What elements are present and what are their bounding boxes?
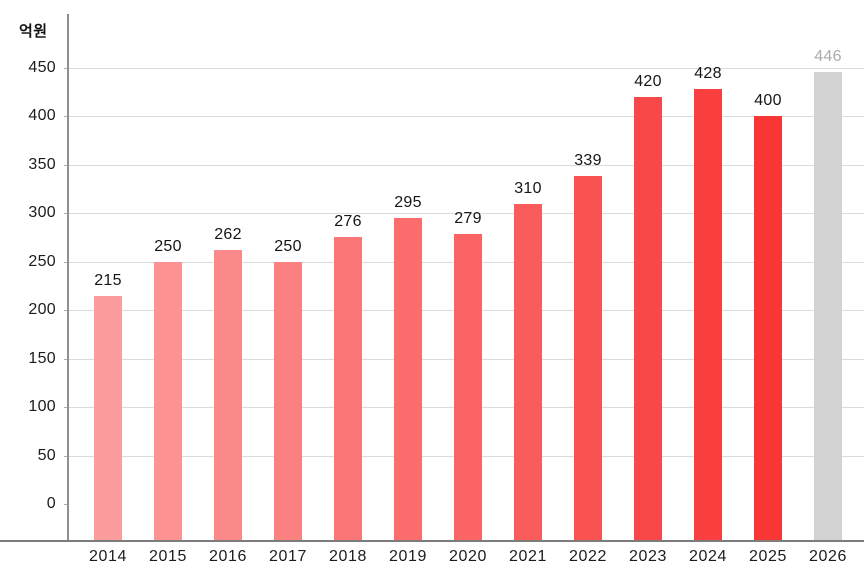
y-axis-label-200: 200 xyxy=(28,301,56,319)
bar-value-label-2015: 250 xyxy=(154,237,182,255)
bar-2019 xyxy=(394,218,422,540)
x-axis-label-2026: 2026 xyxy=(809,548,847,565)
y-axis-tick xyxy=(64,261,68,263)
bar-value-label-2020: 279 xyxy=(454,209,482,227)
bar-value-label-2017: 250 xyxy=(274,237,302,255)
y-axis-tick xyxy=(64,310,68,312)
bar-2025 xyxy=(754,116,782,540)
y-axis-label-300: 300 xyxy=(28,204,56,222)
x-axis-label-2023: 2023 xyxy=(629,548,667,565)
bar-value-label-2018: 276 xyxy=(334,212,362,230)
x-axis-label-2014: 2014 xyxy=(89,548,127,565)
gridline-450 xyxy=(68,68,864,69)
bar-2018 xyxy=(334,236,362,540)
y-axis-tick xyxy=(64,164,68,166)
bar-value-label-2023: 420 xyxy=(634,73,662,91)
y-axis-label-0: 0 xyxy=(46,495,56,512)
x-axis-label-2016: 2016 xyxy=(209,548,247,565)
bar-value-label-2022: 339 xyxy=(574,151,602,169)
bar-2016 xyxy=(214,250,242,540)
y-axis-label-250: 250 xyxy=(28,252,56,270)
y-axis-label-50: 50 xyxy=(37,446,56,464)
y-axis-unit-label: 억원 xyxy=(19,23,48,40)
gridline-300 xyxy=(68,213,864,215)
bar-value-label-2024: 428 xyxy=(694,65,722,83)
y-axis-line xyxy=(67,14,69,540)
gridline-350 xyxy=(68,164,864,166)
x-axis-label-2025: 2025 xyxy=(749,548,787,565)
bar-2021 xyxy=(514,203,542,540)
y-axis-label-400: 400 xyxy=(28,107,56,125)
x-axis-label-2017: 2017 xyxy=(269,548,307,565)
bar-2015 xyxy=(154,261,182,540)
bar-2023 xyxy=(634,97,662,540)
bar-value-label-2025: 400 xyxy=(754,92,782,110)
bar-2017 xyxy=(274,261,302,540)
x-axis-label-2024: 2024 xyxy=(689,548,727,565)
y-axis-tick xyxy=(64,116,68,118)
y-axis-tick xyxy=(64,358,68,360)
x-axis-label-2022: 2022 xyxy=(569,548,607,565)
x-axis-label-2015: 2015 xyxy=(149,548,187,565)
x-axis-label-2018: 2018 xyxy=(329,548,367,565)
y-axis-tick xyxy=(64,504,68,505)
y-axis-tick xyxy=(64,68,68,69)
bar-value-label-2016: 262 xyxy=(214,226,242,244)
bar-2020 xyxy=(454,233,482,540)
y-axis-tick xyxy=(64,213,68,215)
x-axis-label-2019: 2019 xyxy=(389,548,427,565)
y-axis-label-350: 350 xyxy=(28,155,56,173)
bar-value-label-2019: 295 xyxy=(394,194,422,212)
x-axis-line xyxy=(0,540,864,542)
y-axis-label-100: 100 xyxy=(28,398,56,416)
bar-value-label-2021: 310 xyxy=(514,179,542,197)
x-axis-label-2021: 2021 xyxy=(509,548,547,565)
bar-2024 xyxy=(694,89,722,540)
bar-2014 xyxy=(94,295,122,540)
y-axis-label-150: 150 xyxy=(28,349,56,367)
y-axis-label-450: 450 xyxy=(28,59,56,76)
bar-value-label-2014: 215 xyxy=(94,271,122,289)
bar-value-label-2026: 446 xyxy=(814,47,842,65)
y-axis-tick xyxy=(64,407,68,409)
bar-2022 xyxy=(574,175,602,540)
y-axis-tick xyxy=(64,455,68,457)
bar-2026 xyxy=(814,71,842,540)
gridline-400 xyxy=(68,116,864,118)
x-axis-label-2020: 2020 xyxy=(449,548,487,565)
